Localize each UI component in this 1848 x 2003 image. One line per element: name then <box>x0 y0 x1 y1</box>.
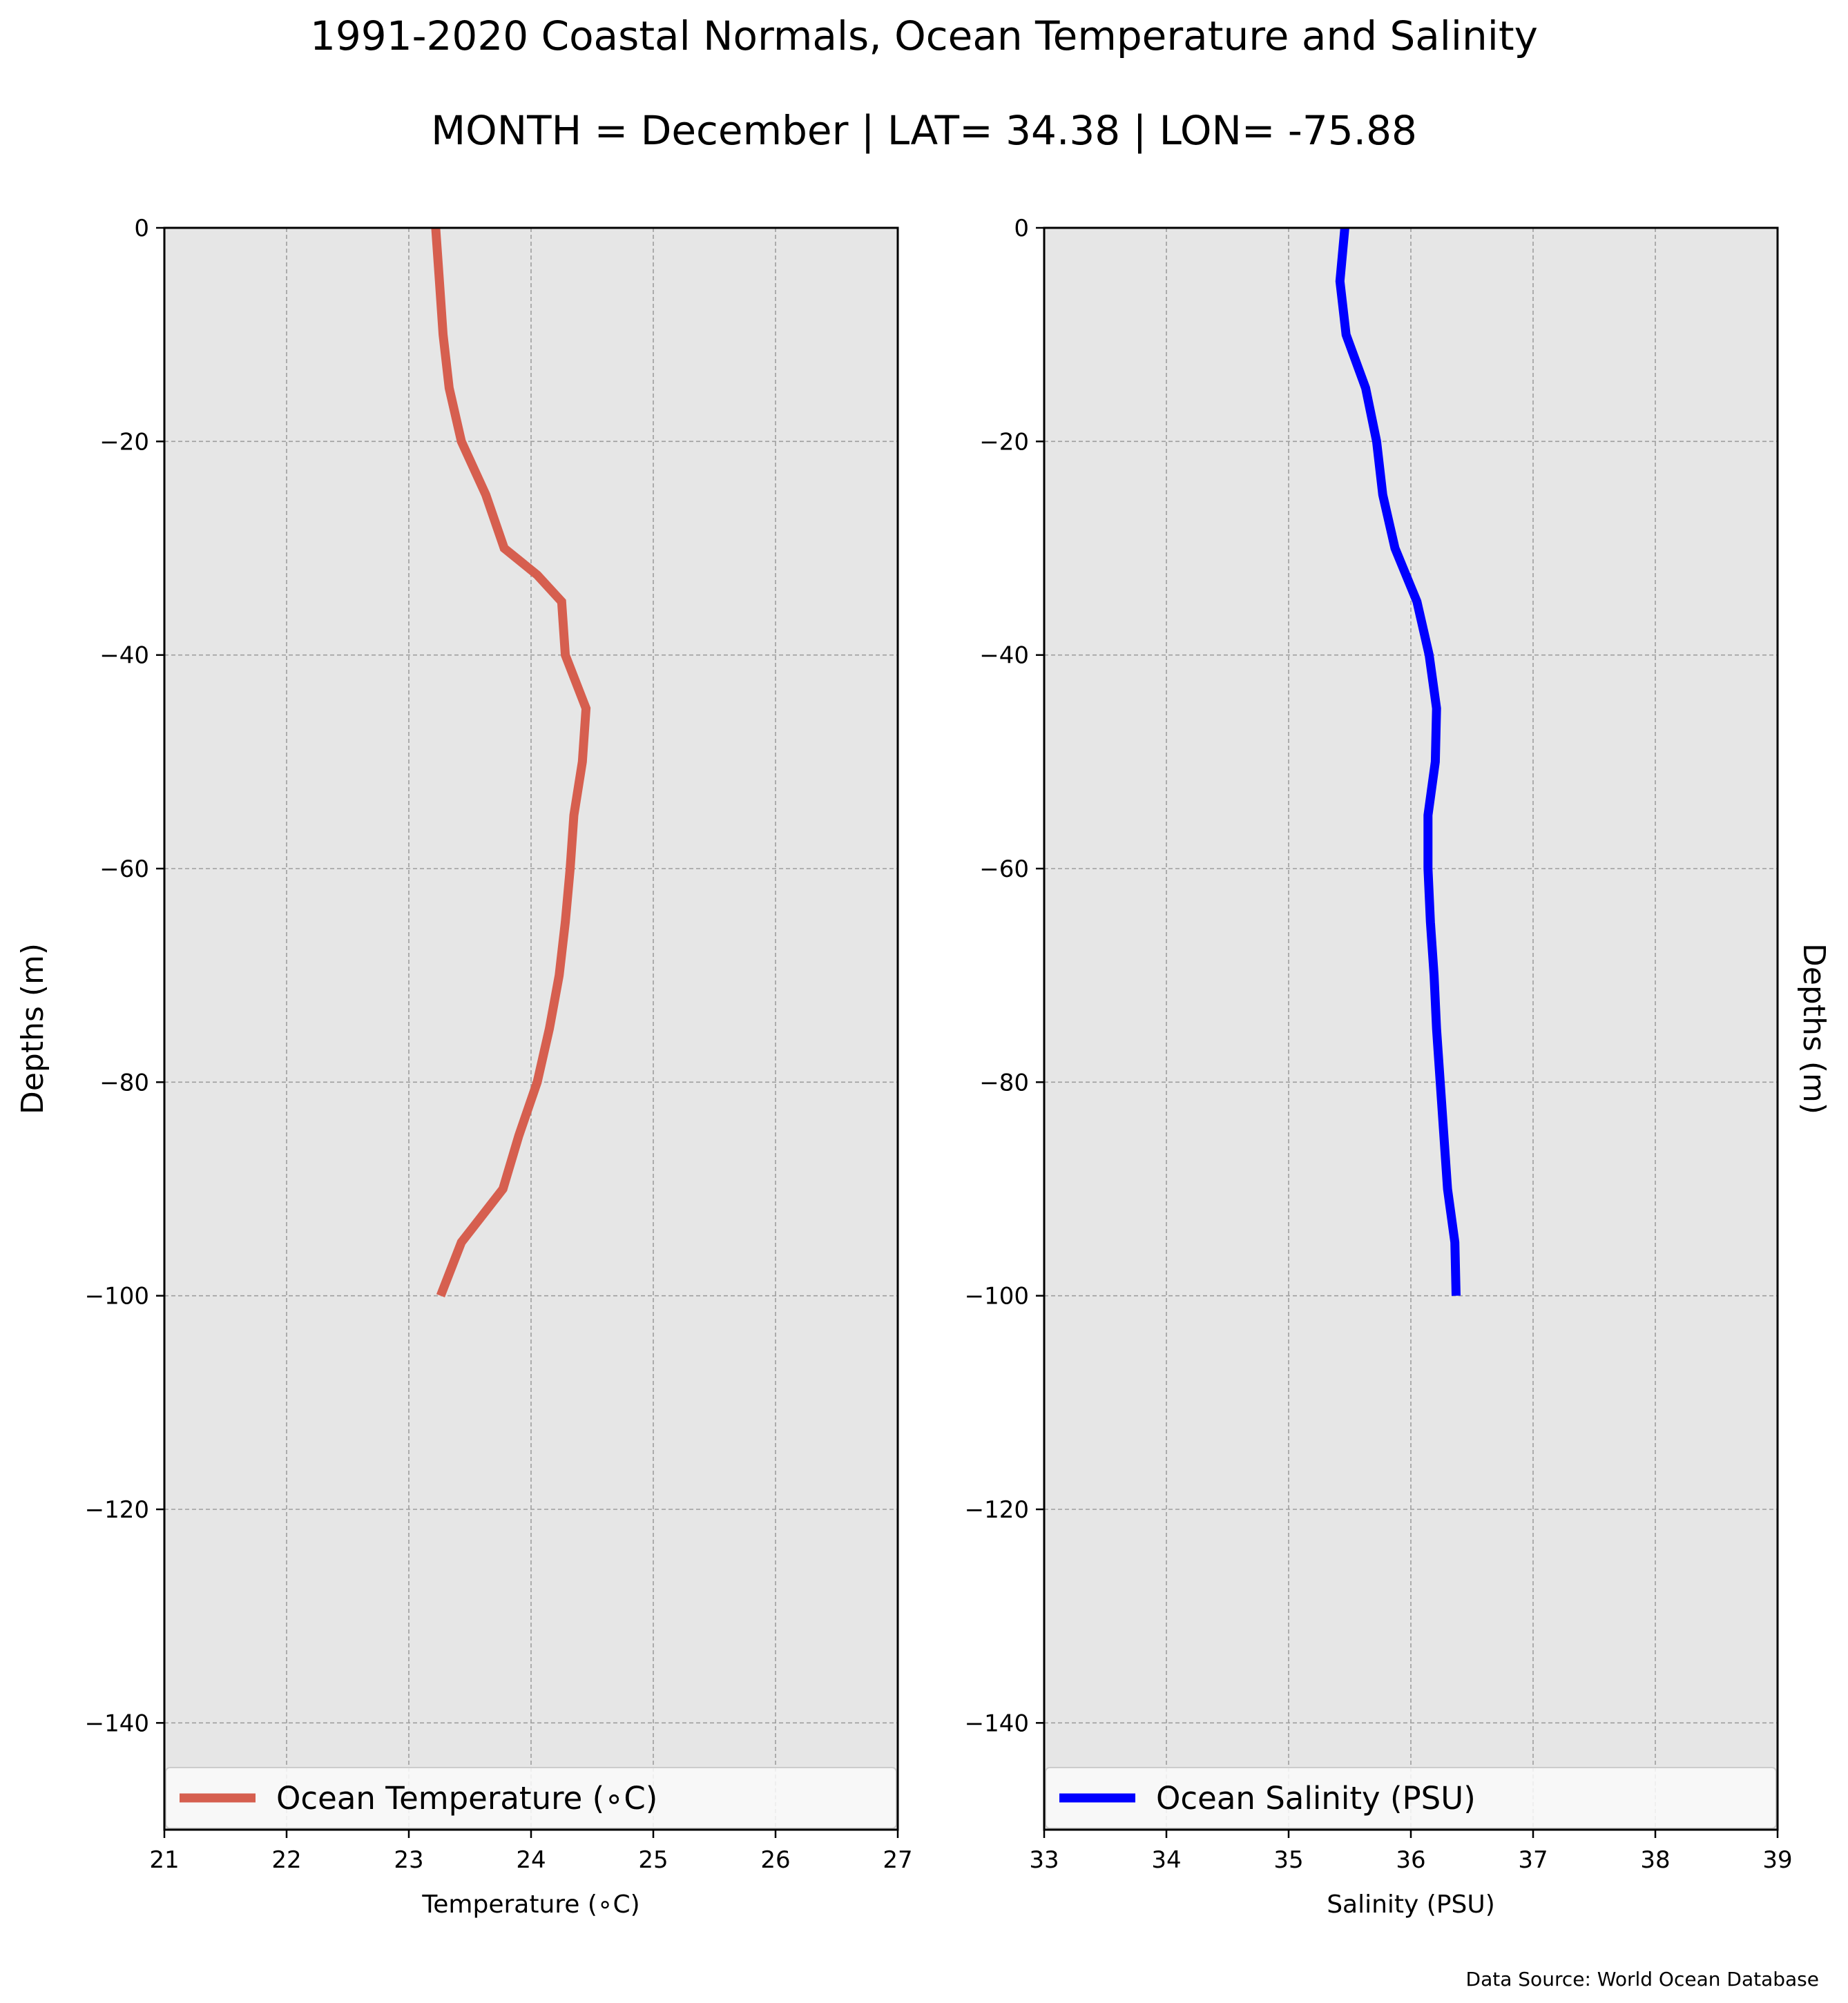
temperature-y-tick-label: −140 <box>85 1710 149 1737</box>
temperature-y-tick-label: −20 <box>99 428 149 456</box>
salinity-y-tick-label: −60 <box>979 855 1029 883</box>
temperature-x-tick-label: 22 <box>271 1846 301 1874</box>
salinity-x-tick-label: 37 <box>1518 1846 1548 1874</box>
temperature-y-tick-label: −80 <box>99 1069 149 1096</box>
chart-title: 1991-2020 Coastal Normals, Ocean Tempera… <box>310 12 1538 59</box>
salinity-x-tick-label: 36 <box>1396 1846 1425 1874</box>
temperature-y-tick-label: 0 <box>134 215 149 242</box>
temperature-y-tick-label: −100 <box>85 1283 149 1310</box>
salinity-y-tick-label: −20 <box>979 428 1029 456</box>
salinity-x-tick-label: 33 <box>1029 1846 1059 1874</box>
salinity-panel: Ocean Salinity (PSU) 33 34 35 36 37 38 39 0 −20 −4… <box>965 215 1831 1919</box>
temperature-legend-label: Ocean Temperature (∘C) <box>276 1780 657 1817</box>
temperature-series-line <box>431 227 591 1298</box>
salinity-x-tick-label: 39 <box>1762 1846 1792 1874</box>
salinity-y-tick-label: −140 <box>965 1710 1029 1737</box>
salinity-y-axis-label: Depths (m) <box>1796 943 1831 1114</box>
temperature-legend-box <box>165 1767 897 1829</box>
salinity-legend-label: Ocean Salinity (PSU) <box>1156 1780 1476 1817</box>
temperature-x-tick-label: 25 <box>638 1846 668 1874</box>
temperature-y-axis-label: Depths (m) <box>15 943 50 1114</box>
salinity-x-tick-label: 35 <box>1273 1846 1303 1874</box>
salinity-legend-box <box>1045 1767 1777 1829</box>
salinity-x-axis-label: Salinity (PSU) <box>1327 1890 1495 1919</box>
data-source-note: Data Source: World Ocean Database <box>1465 1968 1819 1991</box>
temperature-x-tick-label: 23 <box>394 1846 423 1874</box>
temperature-x-tick-label: 26 <box>760 1846 790 1874</box>
temperature-x-tick-label: 27 <box>883 1846 912 1874</box>
temperature-x-tick-label: 21 <box>149 1846 179 1874</box>
salinity-y-tick-label: −100 <box>965 1283 1029 1310</box>
salinity-x-tick-label: 38 <box>1640 1846 1670 1874</box>
temperature-y-tick-label: −60 <box>99 855 149 883</box>
salinity-y-tick-label: −120 <box>965 1496 1029 1524</box>
temperature-x-tick-label: 24 <box>516 1846 546 1874</box>
salinity-x-tick-label: 34 <box>1151 1846 1181 1874</box>
temperature-y-tick-label: −120 <box>85 1496 149 1524</box>
salinity-y-tick-label: 0 <box>1014 215 1029 242</box>
temperature-x-axis-label: Temperature (∘C) <box>421 1890 639 1919</box>
chart-subtitle: MONTH = December | LAT= 34.38 | LON= -75… <box>431 107 1417 154</box>
temperature-panel: Ocean Temperature (∘C) 21 22 23 24 25 26 27 0 −20… <box>15 215 913 1919</box>
salinity-y-tick-label: −40 <box>979 642 1029 670</box>
salinity-series-line <box>1335 227 1461 1296</box>
temperature-y-tick-label: −40 <box>99 642 149 670</box>
salinity-y-tick-label: −80 <box>979 1069 1029 1096</box>
